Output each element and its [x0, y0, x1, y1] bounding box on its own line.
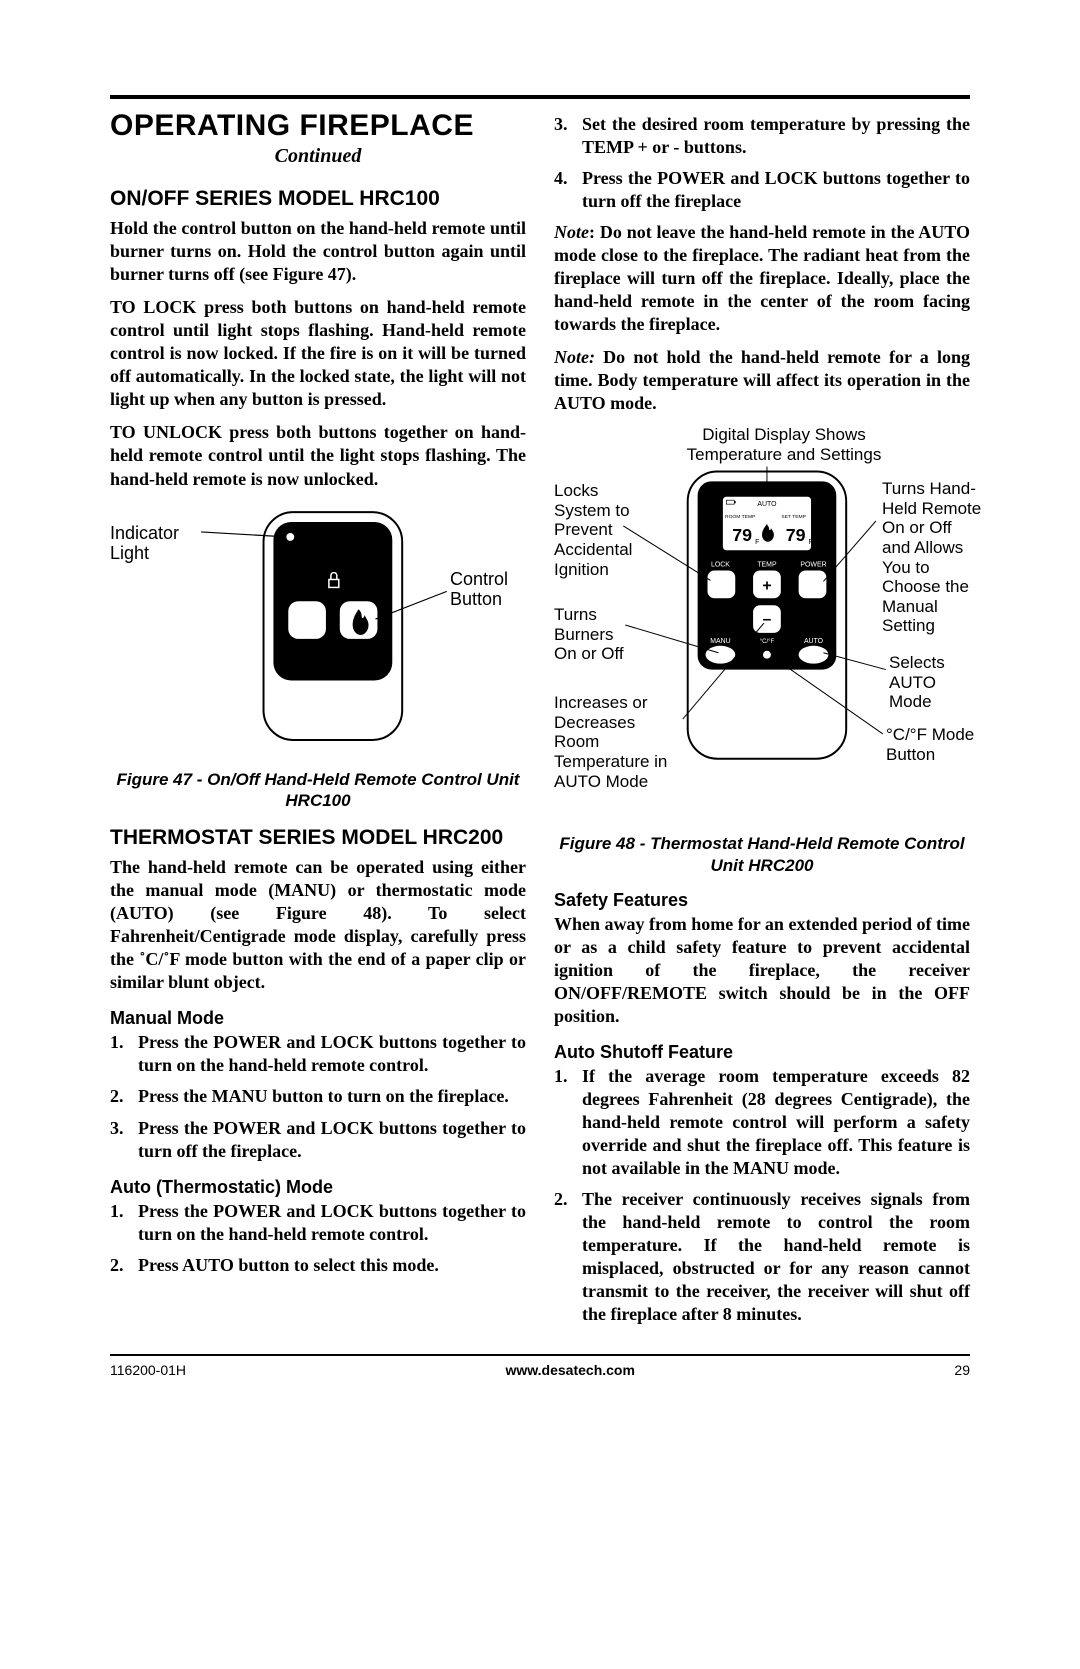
manual-mode-steps: Press the POWER and LOCK buttons togethe… — [110, 1031, 526, 1162]
auto-mode-heading: Auto (Thermostatic) Mode — [110, 1177, 526, 1198]
hrc200-heading: THERMOSTAT SERIES MODEL HRC200 — [110, 825, 526, 850]
auto-step: Press the POWER and LOCK buttons togethe… — [110, 1200, 526, 1246]
note1-text: : Do not leave the hand-held remote in t… — [554, 222, 970, 334]
note2-label: Note: — [554, 347, 595, 367]
fig47-label-control: Control Button — [450, 569, 530, 610]
svg-text:SET TEMP: SET TEMP — [781, 514, 806, 520]
left-column: OPERATING FIREPLACE Continued ON/OFF SER… — [110, 107, 526, 1334]
svg-text:POWER: POWER — [800, 562, 826, 569]
svg-text:AUTO: AUTO — [804, 638, 824, 645]
svg-text:AUTO: AUTO — [757, 502, 777, 509]
fig48-caption: Figure 48 - Thermostat Hand-Held Remote … — [554, 833, 970, 876]
page-footer: 116200-01H www.desatech.com 29 — [110, 1354, 970, 1378]
manual-step: Press the MANU button to turn on the fir… — [110, 1085, 526, 1108]
svg-text:TEMP: TEMP — [757, 562, 777, 569]
lock-lead: TO LOCK — [110, 297, 196, 317]
fig47-label-indicator: Indicator Light — [110, 523, 200, 564]
auto-step: Set the desired room temperature by pres… — [554, 113, 970, 159]
fig48-label-cf: °C/°F Mode Button — [886, 725, 986, 764]
shutoff-heading: Auto Shutoff Feature — [554, 1042, 970, 1063]
auto-step: Press AUTO button to select this mode. — [110, 1254, 526, 1277]
svg-text:MANU: MANU — [710, 638, 730, 645]
fig48-label-auto: Selects AUTO Mode — [889, 653, 969, 712]
fig48-label-burners: Turns Burners On or Off — [554, 605, 634, 664]
fig48-label-locks: Locks System to Prevent Accidental Ignit… — [554, 481, 644, 579]
shutoff-step: If the average room temperature exceeds … — [554, 1065, 970, 1180]
hrc200-intro: The hand-held remote can be operated usi… — [110, 856, 526, 994]
manual-mode-heading: Manual Mode — [110, 1008, 526, 1029]
fig48-label-incdec: Increases or Decreases Room Temperature … — [554, 693, 684, 791]
footer-url: www.desatech.com — [506, 1362, 635, 1378]
svg-text:79: 79 — [786, 525, 806, 545]
auto-mode-cont-steps: Set the desired room temperature by pres… — [554, 113, 970, 213]
footer-doc-id: 116200-01H — [110, 1362, 186, 1378]
figure-47: Indicator Light Control Button — [110, 501, 526, 761]
page: OPERATING FIREPLACE Continued ON/OFF SER… — [110, 95, 970, 1378]
fig48-label-display: Digital Display Shows Temperature and Se… — [674, 425, 894, 464]
svg-text:–: – — [763, 611, 772, 628]
right-column: Set the desired room temperature by pres… — [554, 107, 970, 1334]
note-1: Note: Do not leave the hand-held remote … — [554, 221, 970, 336]
safety-text: When away from home for an extended peri… — [554, 913, 970, 1028]
svg-text:°C/°F: °C/°F — [760, 639, 775, 645]
svg-text:79: 79 — [732, 525, 752, 545]
svg-text:LOCK: LOCK — [711, 562, 730, 569]
shutoff-steps: If the average room temperature exceeds … — [554, 1065, 970, 1326]
safety-heading: Safety Features — [554, 890, 970, 911]
svg-text:F: F — [755, 539, 759, 546]
content-columns: OPERATING FIREPLACE Continued ON/OFF SER… — [110, 99, 970, 1334]
auto-step: Press the POWER and LOCK buttons togethe… — [554, 167, 970, 213]
page-title: OPERATING FIREPLACE — [110, 109, 526, 143]
manual-step: Press the POWER and LOCK buttons togethe… — [110, 1031, 526, 1077]
auto-mode-steps: Press the POWER and LOCK buttons togethe… — [110, 1200, 526, 1277]
manual-step: Press the POWER and LOCK buttons togethe… — [110, 1117, 526, 1163]
note2-text: Do not hold the hand-held remote for a l… — [554, 347, 970, 413]
continued-label: Continued — [110, 145, 526, 168]
figure-48: AUTO ROOM TEMP SET TEMP 79 F 79 F LOCK T… — [554, 425, 970, 825]
svg-text:ROOM TEMP: ROOM TEMP — [725, 514, 756, 520]
unlock-lead: TO UNLOCK — [110, 422, 222, 442]
shutoff-step: The receiver continuously receives signa… — [554, 1188, 970, 1326]
fig47-caption: Figure 47 - On/Off Hand-Held Remote Cont… — [110, 769, 526, 812]
hrc100-heading: ON/OFF SERIES MODEL HRC100 — [110, 186, 526, 211]
svg-text:+: + — [762, 578, 771, 595]
hrc100-lock: TO LOCK press both buttons on hand-held … — [110, 296, 526, 411]
hrc100-unlock: TO UNLOCK press both buttons together on… — [110, 421, 526, 490]
hrc100-p1: Hold the control button on the hand-held… — [110, 217, 526, 286]
fig48-label-power: Turns Hand-Held Remote On or Off and All… — [882, 479, 982, 635]
svg-text:F: F — [809, 539, 813, 546]
footer-page-num: 29 — [954, 1362, 970, 1378]
note-2: Note: Do not hold the hand-held remote f… — [554, 346, 970, 415]
note1-label: Note — [554, 222, 589, 242]
